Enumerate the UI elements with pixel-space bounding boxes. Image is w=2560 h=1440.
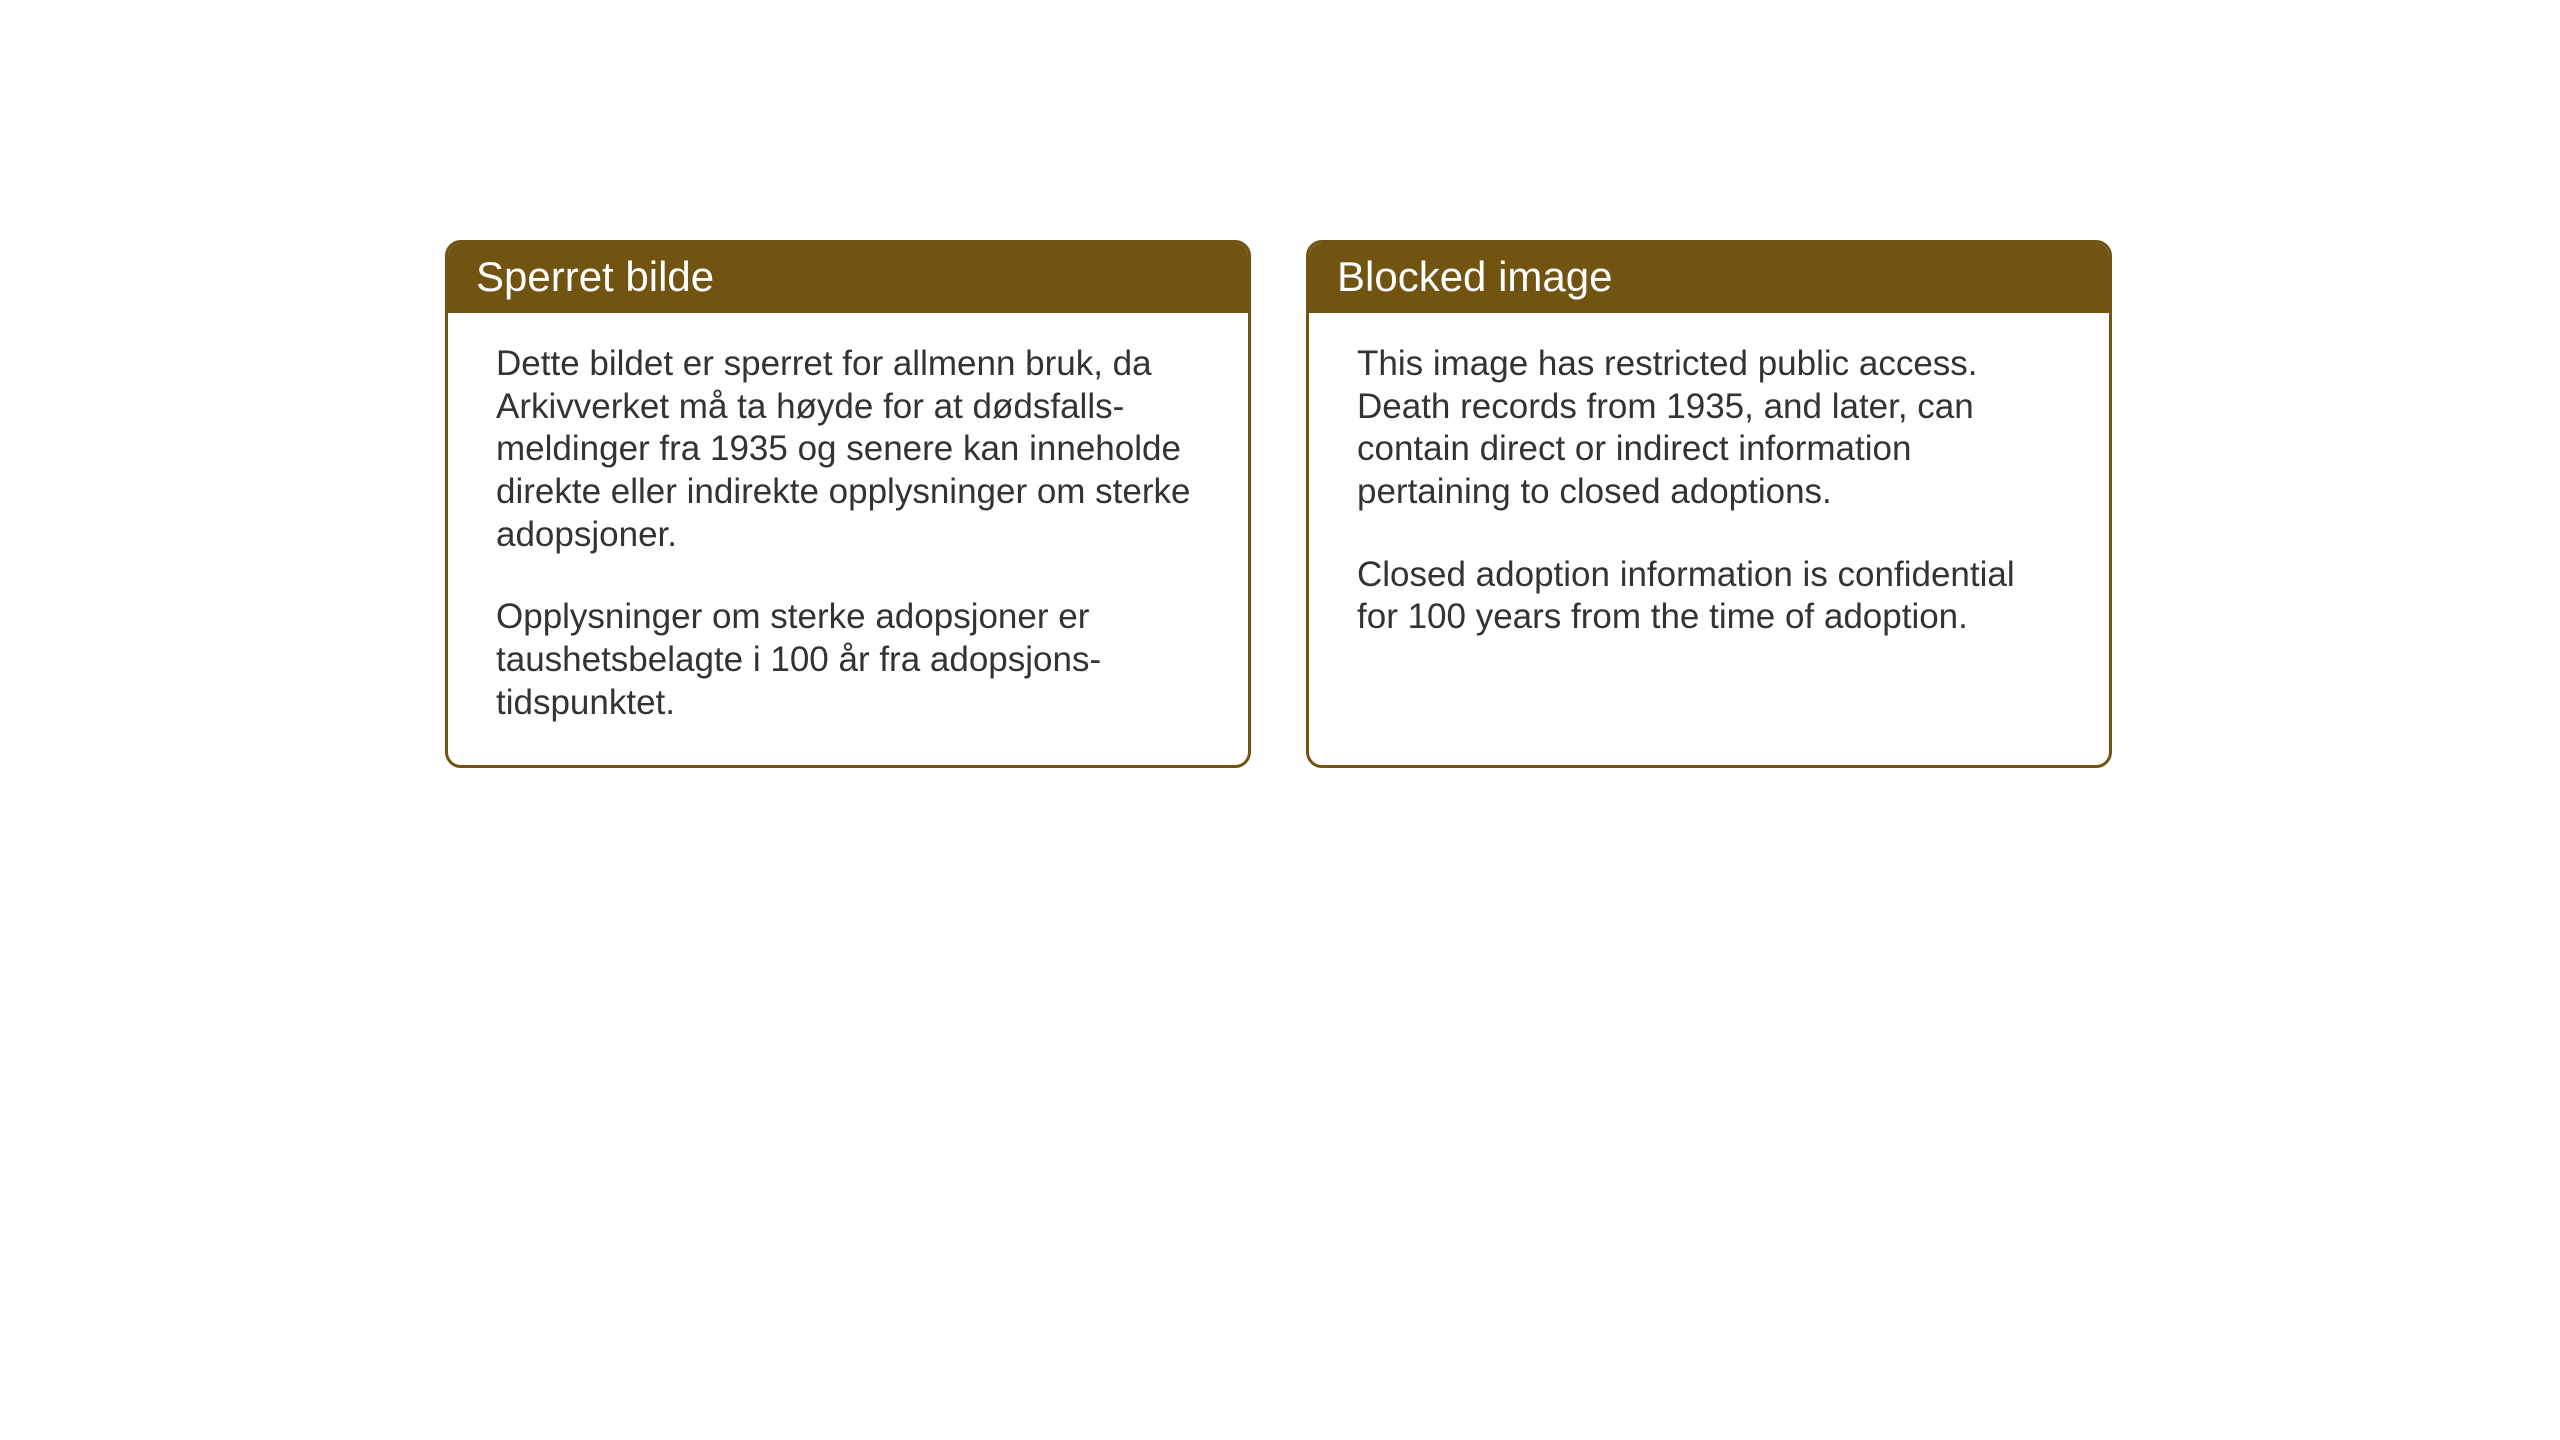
norwegian-card-title: Sperret bilde [448,243,1248,313]
norwegian-paragraph-1: Dette bildet er sperret for allmenn bruk… [496,343,1200,556]
english-paragraph-1: This image has restricted public access.… [1357,343,2061,514]
notice-container: Sperret bilde Dette bildet er sperret fo… [445,240,2112,768]
english-paragraph-2: Closed adoption information is confident… [1357,554,2061,639]
norwegian-notice-card: Sperret bilde Dette bildet er sperret fo… [445,240,1251,768]
norwegian-paragraph-2: Opplysninger om sterke adopsjoner er tau… [496,596,1200,724]
norwegian-card-body: Dette bildet er sperret for allmenn bruk… [448,313,1248,765]
english-card-title: Blocked image [1309,243,2109,313]
english-card-body: This image has restricted public access.… [1309,313,2109,763]
english-notice-card: Blocked image This image has restricted … [1306,240,2112,768]
